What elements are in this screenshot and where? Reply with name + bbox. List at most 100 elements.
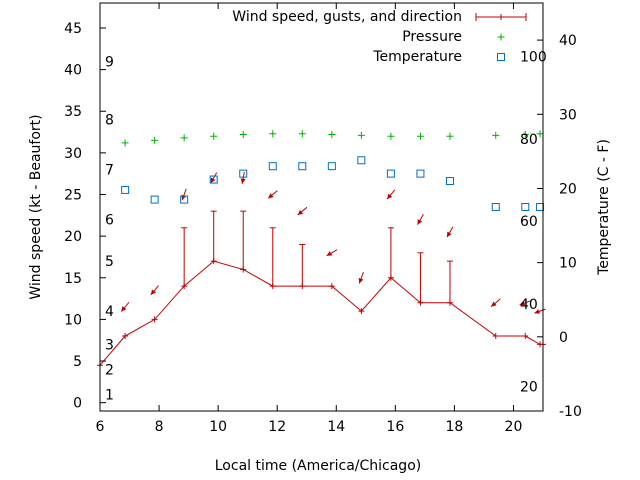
wind-speed-point [522, 333, 529, 340]
x-tick-label: 16 [386, 419, 404, 435]
beaufort-label: 7 [105, 163, 114, 179]
beaufort-label: 5 [105, 254, 114, 270]
wind-direction-arrowhead [121, 306, 127, 312]
pressure-point [416, 132, 424, 140]
wind-direction-arrowhead [358, 277, 364, 284]
temperature-point [445, 177, 454, 186]
pressure-point [210, 132, 218, 140]
fahrenheit-label: 20 [520, 380, 538, 396]
temperature-point [209, 175, 218, 184]
beaufort-label: 1 [105, 387, 114, 403]
x-tick-label: 8 [155, 419, 164, 435]
beaufort-label: 9 [105, 54, 114, 70]
temperature-point [357, 156, 366, 165]
pressure-point [492, 131, 500, 139]
wind-speed-point [358, 308, 365, 315]
wind-speed-point [210, 258, 217, 265]
pressure-point [269, 130, 277, 138]
y-tick-label-right: 10 [559, 256, 577, 272]
pressure-point [536, 130, 544, 138]
temperature-point [491, 203, 500, 211]
pressure-point [328, 131, 336, 139]
wind-speed-point [299, 283, 306, 290]
wind-direction-arrowhead [240, 178, 246, 184]
x-tick-label: 6 [96, 419, 105, 435]
y-tick-label-left: 10 [64, 312, 82, 328]
wind-speed-point [387, 274, 394, 281]
temperature-point [521, 203, 530, 211]
x-tick-label: 10 [209, 419, 227, 435]
y-tick-label-left: 30 [64, 146, 82, 162]
wind-speed-point [417, 299, 424, 306]
temperature-point [121, 185, 130, 194]
wind-direction-arrowhead [268, 193, 274, 199]
fahrenheit-label: 40 [520, 297, 538, 313]
wind-direction-arrowhead [491, 301, 497, 307]
y-tick-label-left: 35 [64, 104, 82, 120]
wind-speed-point [240, 266, 247, 273]
beaufort-label: 2 [105, 362, 114, 378]
y-axis-label-right: Temperature (C - F) [596, 139, 612, 276]
plot-frame [99, 2, 544, 412]
legend-label-wind: Wind speed, gusts, and direction [232, 9, 462, 25]
y-tick-label-left: 15 [64, 271, 82, 287]
wind-speed-point [492, 333, 499, 340]
pressure-point [151, 136, 159, 144]
temperature-point [386, 169, 395, 178]
y-tick-label-left: 0 [73, 396, 82, 412]
wind-direction-arrowhead [297, 209, 304, 216]
legend-sample-wind-point [498, 14, 504, 20]
beaufort-label: 3 [105, 337, 114, 353]
wind-direction-arrowhead [446, 231, 452, 238]
temperature-point [416, 169, 425, 178]
fahrenheit-label: 60 [520, 214, 538, 230]
wind-direction-arrowhead [387, 193, 393, 200]
y-tick-label-left: 20 [64, 229, 82, 245]
legend-sample-pressure [497, 33, 505, 41]
wind-speed-point [151, 316, 158, 323]
y-tick-label-right: 0 [559, 330, 568, 346]
wind-direction-arrowhead [519, 300, 526, 306]
y-tick-label-left: 25 [64, 188, 82, 204]
y-tick-label-right: 30 [559, 107, 577, 123]
pressure-point [121, 139, 129, 147]
y-tick-label-left: 40 [64, 63, 82, 79]
legend-label-temperature: Temperature [372, 49, 462, 65]
pressure-point [239, 131, 247, 139]
pressure-point [357, 131, 365, 139]
wind-direction-arrowhead [150, 289, 156, 295]
wind-direction-arrowhead [534, 309, 540, 314]
y-tick-label-left: 45 [64, 21, 82, 37]
wind-direction-arrowhead [210, 177, 216, 184]
beaufort-label: 8 [105, 113, 114, 129]
temperature-point [536, 203, 545, 211]
temperature-point [298, 162, 307, 171]
temperature-point [239, 169, 248, 178]
legend: Wind speed, gusts, and direction Pressur… [232, 9, 527, 65]
y-axis-label-left: Wind speed (kt - Beaufort) [28, 114, 44, 299]
wind-speed-point [328, 283, 335, 290]
pressure-point [298, 130, 306, 138]
y-tick-label-right: 20 [559, 181, 577, 197]
wind-direction-arrowhead [326, 251, 333, 256]
temperature-point [327, 162, 336, 171]
wind-speed-point [446, 299, 453, 306]
y-tick-label-right: -10 [559, 404, 582, 420]
x-axis-label: Local time (America/Chicago) [215, 458, 421, 474]
wind-speed-point [181, 283, 188, 290]
temperature-point [150, 195, 159, 204]
x-tick-label: 12 [268, 419, 286, 435]
pressure-point [446, 132, 454, 140]
x-tick-label: 20 [505, 419, 523, 435]
wind-speed-point [269, 283, 276, 290]
beaufort-label: 6 [105, 212, 114, 228]
x-tick-label: 18 [445, 419, 463, 435]
wind-direction-arrowhead [417, 219, 423, 225]
pressure-point [387, 132, 395, 140]
y-tick-label-right: 40 [559, 33, 577, 49]
legend-sample-temperature [497, 53, 505, 61]
y-tick-label-left: 5 [73, 354, 82, 370]
beaufort-label: 4 [105, 304, 114, 320]
wind-speed-point [122, 333, 129, 340]
